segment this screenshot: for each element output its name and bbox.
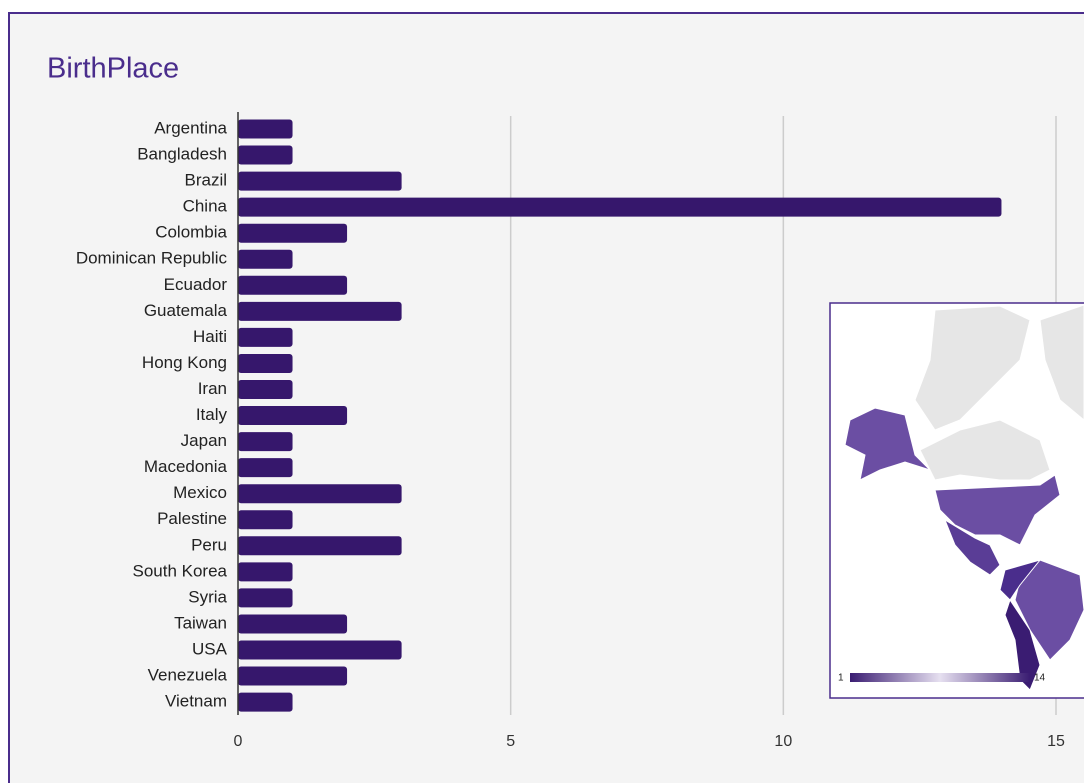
bar: [238, 301, 402, 321]
y-tick-label: Iran: [198, 379, 227, 398]
y-tick-label: Peru: [191, 535, 227, 554]
x-tick-label: 10: [774, 733, 792, 750]
y-tick-label: Taiwan: [174, 613, 227, 632]
y-tick-label: Vietnam: [165, 692, 227, 711]
x-tick-label: 5: [506, 733, 515, 750]
bar: [238, 510, 293, 530]
y-tick-label: Venezuela: [148, 666, 228, 685]
y-tick-label: Bangladesh: [137, 145, 227, 164]
x-tick-label: 0: [234, 733, 243, 750]
y-tick-label: Ecuador: [164, 275, 228, 294]
region-colombia: [999, 559, 1042, 601]
bar: [238, 484, 402, 504]
region-alaska: [844, 407, 931, 481]
bar: [238, 614, 348, 634]
y-tick-label: Macedonia: [144, 457, 228, 476]
bar: [238, 380, 293, 399]
y-tick-label: Guatemala: [144, 301, 228, 320]
bar: [238, 275, 348, 295]
land: [919, 419, 1051, 481]
legend-min: 1: [838, 673, 844, 684]
bar: [238, 562, 293, 582]
bar: [238, 145, 293, 165]
y-tick-label: Haiti: [193, 327, 227, 346]
y-tick-label: Colombia: [155, 223, 227, 242]
bar: [238, 353, 293, 373]
bar: [238, 327, 293, 347]
chart-title: BirthPlace: [47, 53, 179, 85]
legend-max: 14: [1034, 673, 1046, 684]
bar: [238, 432, 293, 452]
y-tick-label: Mexico: [173, 483, 227, 502]
region-usa: [934, 474, 1061, 546]
bar: [238, 640, 402, 660]
land: [914, 305, 1031, 431]
y-tick-label: China: [183, 197, 228, 216]
bar: [238, 692, 293, 712]
land: [1039, 304, 1084, 421]
bar: [238, 588, 293, 608]
y-tick-label: Palestine: [157, 509, 227, 528]
bar: [238, 458, 293, 478]
bar: [238, 197, 1002, 217]
y-tick-label: USA: [192, 639, 228, 658]
y-tick-label: Argentina: [154, 118, 227, 137]
y-tick-label: Brazil: [184, 171, 227, 190]
y-tick-label: Italy: [196, 405, 228, 424]
y-tick-label: Syria: [188, 587, 227, 606]
inset-map: 1 14: [829, 302, 1084, 699]
region-south: [1004, 598, 1041, 691]
bar: [238, 223, 348, 243]
bar: [238, 119, 293, 139]
plot-area: 0 5 10 15 Argentina Bangladesh Brazil China Colo…: [76, 112, 1065, 750]
y-tick-label: Hong Kong: [142, 353, 227, 372]
color-bar: [850, 673, 1030, 682]
y-tick-label: Dominican Republic: [76, 249, 228, 268]
region-mexico: [943, 518, 1001, 576]
bar: [238, 536, 402, 556]
y-tick-label: Japan: [181, 431, 227, 450]
y-tick-label: South Korea: [132, 561, 227, 580]
bar: [238, 406, 348, 426]
bar: [238, 249, 293, 269]
bar: [238, 171, 402, 191]
bar: [238, 666, 348, 686]
x-tick-label: 15: [1047, 733, 1065, 750]
